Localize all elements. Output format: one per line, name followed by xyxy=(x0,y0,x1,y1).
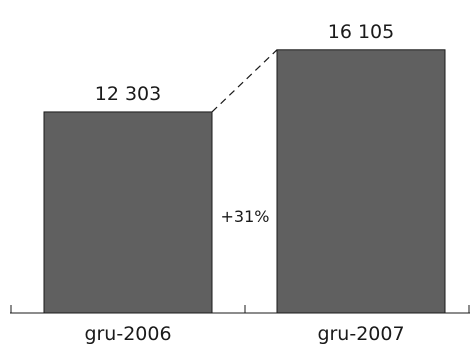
growth-connector-line xyxy=(211,49,278,113)
bars-group xyxy=(43,49,446,314)
value-label-gru-2006: 12 303 xyxy=(95,83,161,105)
value-label-gru-2007: 16 105 xyxy=(328,21,394,43)
bar-gru-2007 xyxy=(276,49,446,314)
category-label-gru-2006: gru-2006 xyxy=(84,323,171,345)
x-tick-labels: gru-2006 gru-2007 xyxy=(84,323,404,345)
value-labels-group: 12 303 16 105 xyxy=(95,21,394,105)
x-axis xyxy=(10,305,470,314)
bar-gru-2006 xyxy=(43,111,213,314)
growth-annotation: +31% xyxy=(221,207,270,226)
category-label-gru-2007: gru-2007 xyxy=(317,323,404,345)
